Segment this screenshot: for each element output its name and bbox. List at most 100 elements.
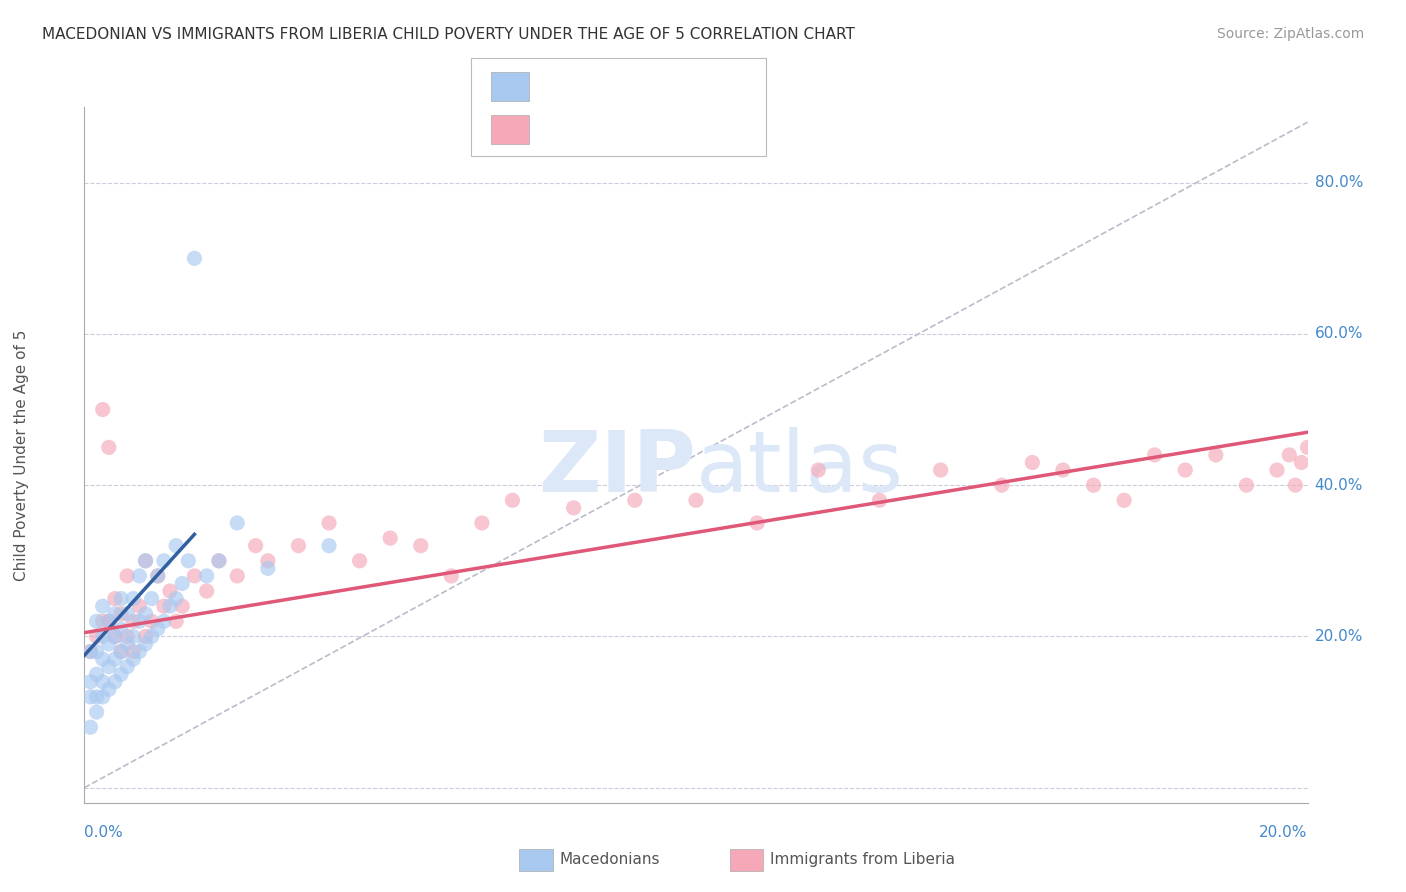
- Point: [257, 561, 280, 575]
- Point: [86, 667, 108, 681]
- Point: [128, 569, 150, 583]
- Point: [104, 629, 127, 643]
- Point: [91, 402, 114, 417]
- Point: [869, 493, 891, 508]
- Point: [135, 629, 157, 643]
- Point: [110, 591, 132, 606]
- Point: [165, 591, 187, 606]
- Point: [86, 629, 108, 643]
- Point: [208, 554, 231, 568]
- Point: [226, 569, 249, 583]
- Point: [165, 615, 187, 629]
- Point: [1052, 463, 1074, 477]
- Point: [172, 576, 194, 591]
- Point: [104, 629, 127, 643]
- Point: [128, 599, 150, 614]
- Point: [135, 637, 157, 651]
- Point: [146, 569, 169, 583]
- Point: [257, 554, 280, 568]
- Point: [128, 615, 150, 629]
- Text: Macedonians: Macedonians: [560, 853, 659, 867]
- Point: [79, 644, 101, 658]
- Point: [91, 652, 114, 666]
- Point: [115, 629, 138, 643]
- Point: [1278, 448, 1301, 462]
- Point: [195, 569, 218, 583]
- Point: [624, 493, 647, 508]
- Point: [104, 674, 127, 689]
- Point: [1265, 463, 1288, 477]
- Point: [146, 569, 169, 583]
- Point: [807, 463, 830, 477]
- Text: 60.0%: 60.0%: [1315, 326, 1362, 342]
- Point: [409, 539, 432, 553]
- Text: ZIP: ZIP: [538, 427, 696, 510]
- Point: [86, 644, 108, 658]
- Text: 0.0%: 0.0%: [84, 825, 124, 840]
- Point: [104, 591, 127, 606]
- Point: [146, 622, 169, 636]
- Point: [440, 569, 463, 583]
- Point: [135, 554, 157, 568]
- Point: [122, 652, 145, 666]
- Point: [97, 682, 120, 697]
- Text: Child Poverty Under the Age of 5: Child Poverty Under the Age of 5: [14, 329, 28, 581]
- Point: [153, 554, 176, 568]
- Point: [183, 569, 205, 583]
- Point: [110, 622, 132, 636]
- Text: MACEDONIAN VS IMMIGRANTS FROM LIBERIA CHILD POVERTY UNDER THE AGE OF 5 CORRELATI: MACEDONIAN VS IMMIGRANTS FROM LIBERIA CH…: [42, 27, 855, 42]
- Point: [1296, 441, 1319, 455]
- Point: [172, 599, 194, 614]
- Point: [115, 607, 138, 621]
- Point: [1114, 493, 1136, 508]
- Point: [115, 659, 138, 673]
- Point: [159, 599, 181, 614]
- Point: [122, 644, 145, 658]
- Point: [91, 599, 114, 614]
- Point: [1291, 455, 1313, 469]
- Point: [165, 539, 187, 553]
- Point: [86, 705, 108, 719]
- Point: [135, 554, 157, 568]
- Point: [79, 720, 101, 734]
- Point: [153, 615, 176, 629]
- Text: Source: ZipAtlas.com: Source: ZipAtlas.com: [1216, 27, 1364, 41]
- Point: [110, 667, 132, 681]
- Point: [110, 607, 132, 621]
- Point: [226, 516, 249, 530]
- Point: [91, 629, 114, 643]
- Point: [159, 584, 181, 599]
- Point: [318, 539, 340, 553]
- Point: [195, 584, 218, 599]
- Text: Immigrants from Liberia: Immigrants from Liberia: [770, 853, 956, 867]
- Point: [1234, 478, 1257, 492]
- Text: 80.0%: 80.0%: [1315, 175, 1362, 190]
- Point: [86, 690, 108, 704]
- Point: [349, 554, 371, 568]
- Point: [1083, 478, 1105, 492]
- Text: R = 0.364   N = 58: R = 0.364 N = 58: [538, 120, 709, 138]
- Point: [1284, 478, 1306, 492]
- Text: 40.0%: 40.0%: [1315, 478, 1362, 492]
- Point: [1205, 448, 1227, 462]
- Point: [1174, 463, 1197, 477]
- Text: 20.0%: 20.0%: [1315, 629, 1362, 644]
- Point: [685, 493, 707, 508]
- Point: [380, 531, 402, 545]
- Point: [141, 629, 163, 643]
- Point: [79, 644, 101, 658]
- Point: [991, 478, 1014, 492]
- Point: [86, 615, 108, 629]
- Point: [141, 615, 163, 629]
- Point: [128, 644, 150, 658]
- Point: [135, 607, 157, 621]
- Point: [91, 615, 114, 629]
- Point: [122, 591, 145, 606]
- Point: [153, 599, 176, 614]
- Point: [747, 516, 769, 530]
- Point: [97, 637, 120, 651]
- Point: [318, 516, 340, 530]
- Text: R = 0.384   N = 55: R = 0.384 N = 55: [538, 78, 709, 95]
- Point: [471, 516, 494, 530]
- Text: 20.0%: 20.0%: [1260, 825, 1308, 840]
